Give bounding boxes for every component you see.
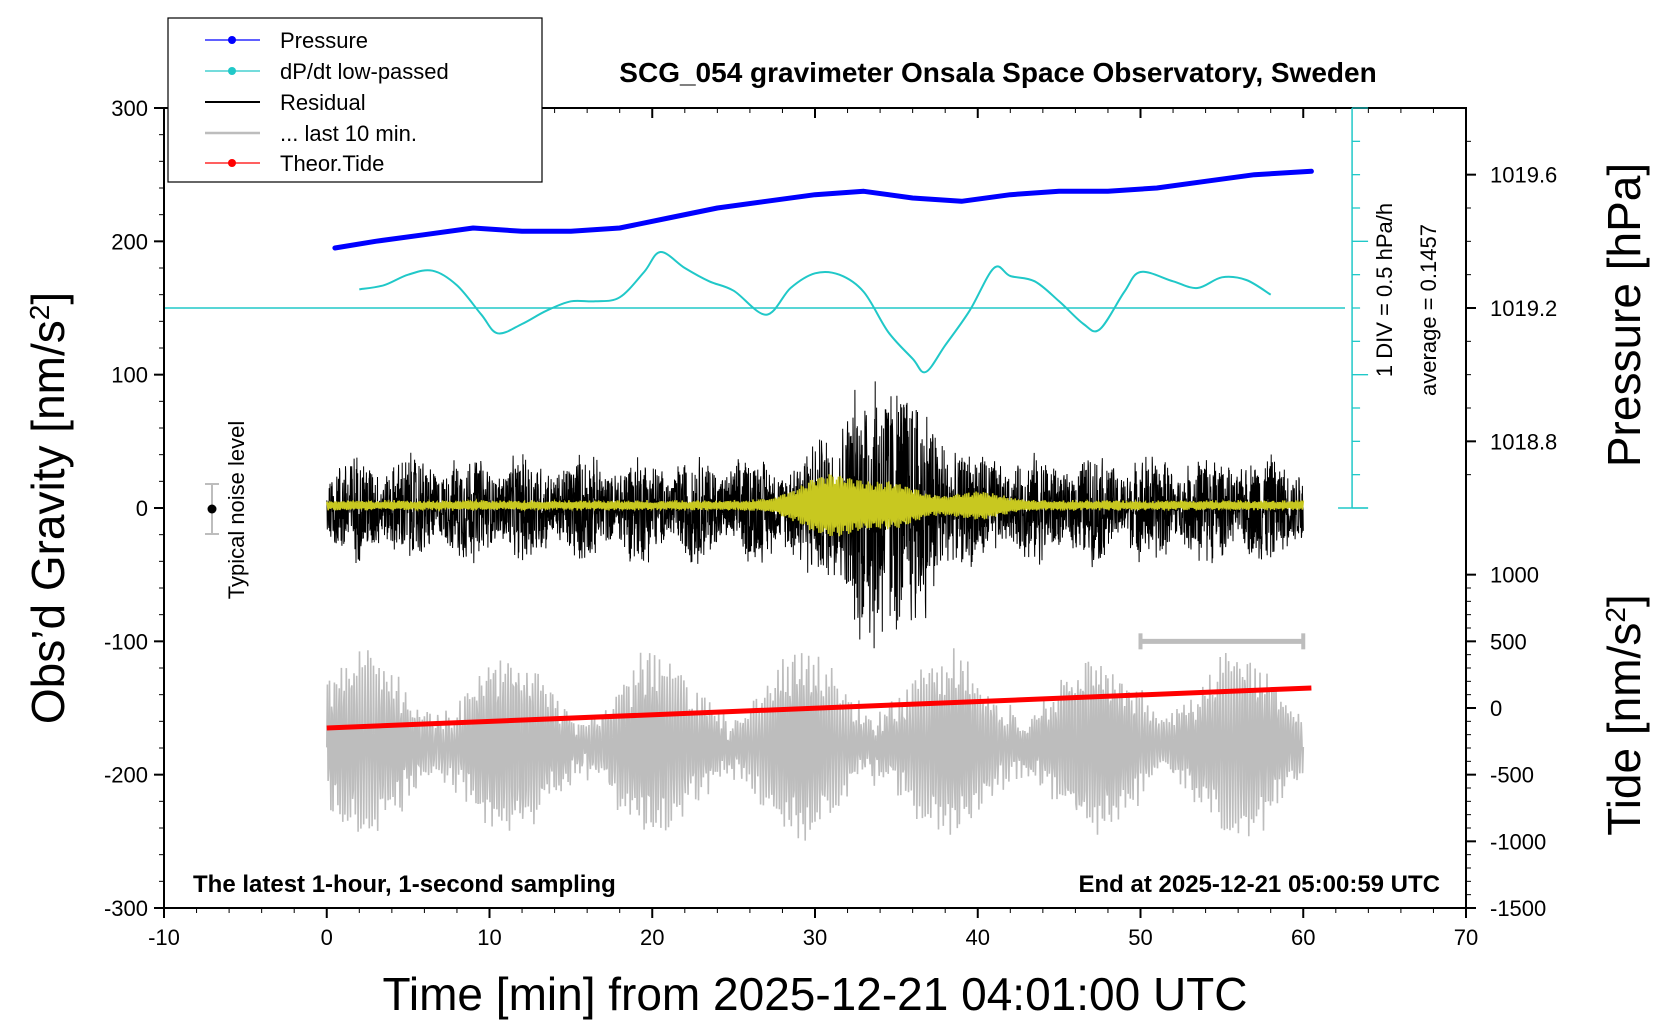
- tide-tick-label: -500: [1490, 763, 1534, 788]
- legend-label-last10: ... last 10 min.: [280, 121, 417, 146]
- legend-marker-pressure: [228, 36, 236, 44]
- legend-box: [167, 17, 543, 183]
- noise-level-label: Typical noise level: [224, 421, 249, 600]
- y-tick-label: 100: [111, 363, 148, 388]
- pressure-tick-label: 1018.8: [1490, 429, 1557, 454]
- tide-line: [326, 685, 1312, 731]
- chart-title: SCG_054 gravimeter Onsala Space Observat…: [619, 57, 1376, 88]
- x-tick-label: 60: [1291, 925, 1315, 950]
- legend: Pressure dP/dt low-passed Residual ... l…: [167, 17, 543, 183]
- last10-line: [326, 648, 1305, 841]
- legend-item-tide: Theor.Tide: [205, 151, 384, 176]
- dpdt-line: [359, 251, 1272, 374]
- y-axis-title-main: Obs’d Gravity [nm/s: [22, 320, 74, 724]
- y-axis-title-end: ]: [22, 292, 74, 305]
- legend-item-residual: Residual: [205, 90, 366, 115]
- series-layer: [164, 168, 1345, 841]
- axes-layer: -10 0 10 20 30 40 50 60 703002001000-100-200-300…: [104, 96, 1557, 950]
- y-axis-title: Obs’d Gravity [nm/s2]: [22, 292, 74, 724]
- legend-marker-dpdt: [228, 67, 236, 75]
- x-tick-label: 30: [803, 925, 827, 950]
- x-tick-label: 0: [321, 925, 333, 950]
- residual-smooth-line: [326, 474, 1305, 537]
- tide-axis-title-main: Tide [nm/s: [1598, 623, 1650, 836]
- x-axis-title: Time [min] from 2025-12-21 04:01:00 UTC: [383, 968, 1248, 1020]
- y-tick-label: 200: [111, 229, 148, 254]
- x-tick-label: -10: [148, 925, 180, 950]
- x-tick-label: 50: [1128, 925, 1152, 950]
- legend-label-residual: Residual: [280, 90, 366, 115]
- legend-item-dpdt: dP/dt low-passed: [205, 59, 449, 84]
- pressure-average-label: average = 0.1457: [1416, 224, 1441, 396]
- note-end-time: End at 2025-12-21 05:00:59 UTC: [1079, 871, 1441, 898]
- tide-tick-label: 500: [1490, 629, 1527, 654]
- tide-tick-label: 0: [1490, 696, 1502, 721]
- pressure-line: [332, 168, 1314, 251]
- noise-level-indicator: [205, 483, 219, 535]
- y-axis-title-sup: 2: [24, 305, 55, 321]
- pressure-tick-label: 1019.2: [1490, 296, 1557, 321]
- x-tick-label: 20: [640, 925, 664, 950]
- x-tick-label: 70: [1454, 925, 1478, 950]
- tide-tick-label: -1500: [1490, 896, 1546, 921]
- pressure-tick-label: 1019.6: [1490, 163, 1557, 188]
- tide-tick-label: -1000: [1490, 829, 1546, 854]
- note-sampling: The latest 1-hour, 1-second sampling: [193, 871, 616, 898]
- legend-marker-tide: [228, 159, 236, 167]
- legend-label-pressure: Pressure: [280, 28, 368, 53]
- y-tick-label: -200: [104, 763, 148, 788]
- tide-axis-title-sup: 2: [1600, 607, 1631, 623]
- y-tick-label: -300: [104, 896, 148, 921]
- y-tick-label: 0: [136, 496, 148, 521]
- legend-label-dpdt: dP/dt low-passed: [280, 59, 449, 84]
- pressure-scale-label: 1 DIV = 0.5 hPa/h: [1372, 203, 1397, 377]
- residual-line: [326, 381, 1304, 649]
- legend-item-pressure: Pressure: [205, 28, 368, 53]
- x-tick-label: 40: [966, 925, 990, 950]
- tide-axis-title: Tide [nm/s2]: [1598, 594, 1650, 835]
- legend-label-tide: Theor.Tide: [280, 151, 384, 176]
- tide-tick-label: 1000: [1490, 563, 1539, 588]
- y-tick-label: -100: [104, 629, 148, 654]
- last-10-min-bar: [1138, 633, 1306, 650]
- y-tick-label: 300: [111, 96, 148, 121]
- x-tick-label: 10: [477, 925, 501, 950]
- dpdt-scale-ruler: [1338, 107, 1369, 509]
- legend-item-last10: ... last 10 min.: [205, 121, 417, 146]
- tide-axis-title-end: ]: [1598, 594, 1650, 607]
- pressure-axis-title: Pressure [hPa]: [1598, 163, 1650, 467]
